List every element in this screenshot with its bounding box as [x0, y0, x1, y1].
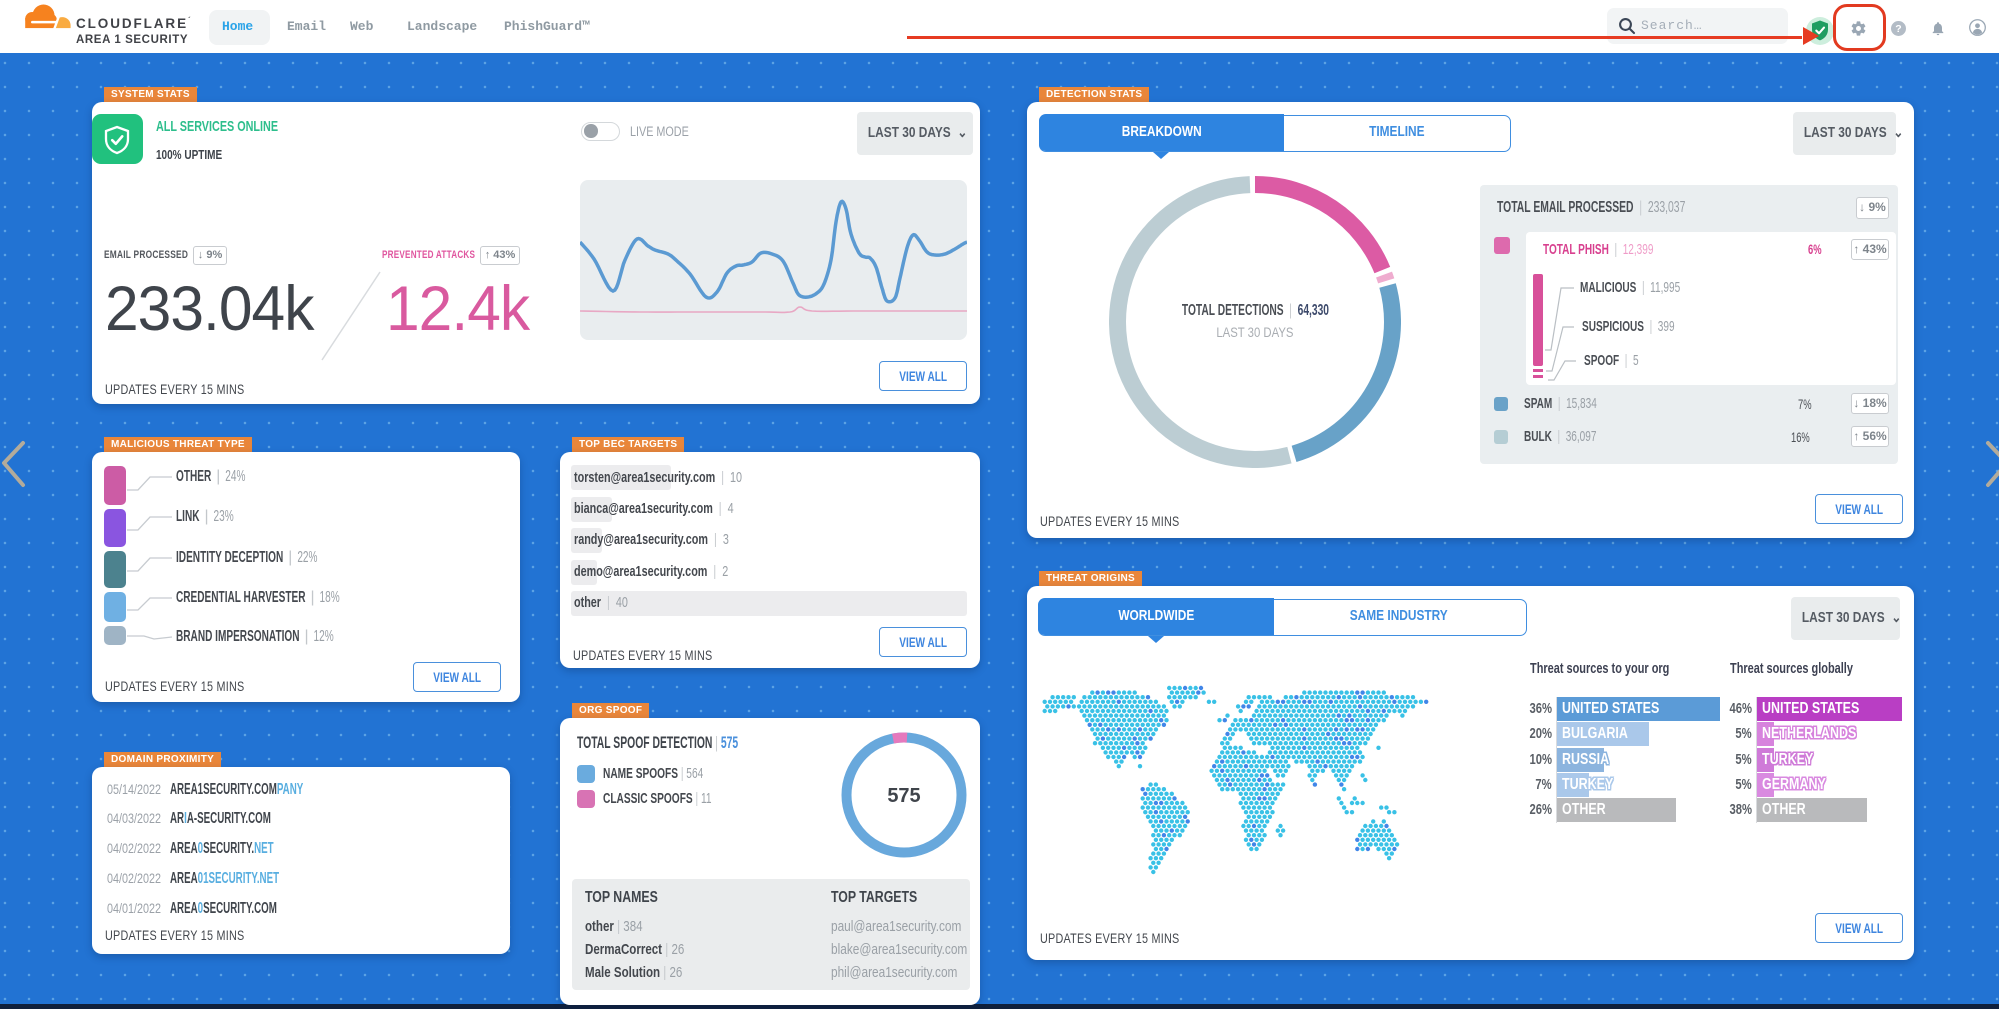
svg-text:?: ?	[1895, 23, 1901, 35]
svg-text:575: 575	[887, 785, 920, 807]
